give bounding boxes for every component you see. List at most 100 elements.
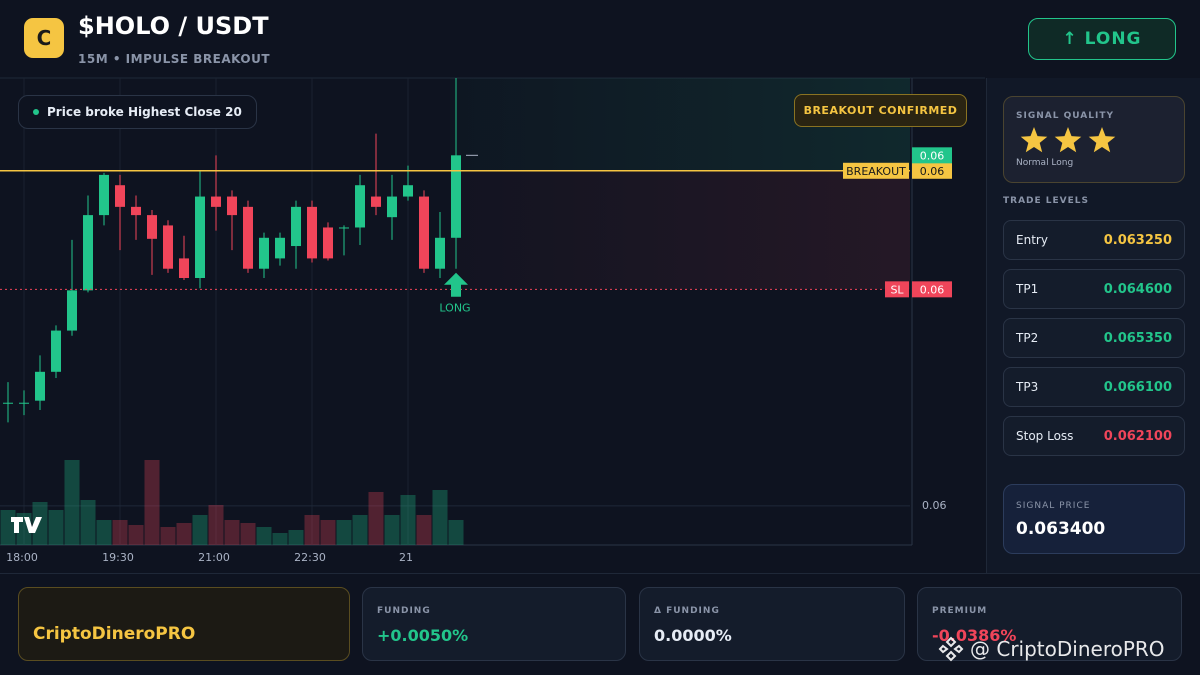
stat-label: PREMIUM	[932, 606, 988, 616]
candle-body	[323, 227, 333, 259]
candle-body	[147, 215, 157, 239]
candle-body	[403, 185, 413, 197]
volume-bar	[112, 520, 128, 545]
stat-label: FUNDING	[377, 606, 431, 616]
volume-bar	[256, 527, 272, 545]
level-row: TP2 0.065350	[1003, 318, 1185, 358]
candle-body	[67, 290, 77, 331]
volume-bar	[384, 515, 400, 545]
title: $HOLO / USDT	[78, 12, 269, 40]
long-button[interactable]: ↑ LONG	[1028, 18, 1176, 60]
volume-bar	[416, 515, 432, 545]
candle-body	[179, 258, 189, 278]
candle-body	[291, 206, 301, 247]
volume-bar	[128, 525, 144, 545]
candle-body	[195, 196, 205, 278]
price-label: 0.06	[920, 283, 945, 296]
star	[1054, 127, 1082, 153]
volume-bar	[80, 500, 96, 545]
note-box: Price broke Highest Close 20	[18, 95, 257, 129]
x-tick-label: 21	[399, 551, 413, 564]
volume-bar	[448, 520, 464, 545]
price-line-name: SL	[890, 283, 904, 296]
volume-bar	[224, 520, 240, 545]
y-tick-label: 0.06	[922, 499, 947, 512]
level-value: 0.062100	[1103, 428, 1172, 444]
chart: 18:00 19:30 21:00 22:30 21 0.06 BREAKOUT 0.06 SL…	[0, 77, 985, 564]
subtitle: 15M • IMPULSE BREAKOUT	[78, 52, 271, 66]
candle-body	[115, 185, 125, 207]
dot	[33, 109, 39, 115]
levels-title: TRADE LEVELS	[1003, 196, 1089, 206]
candle-body	[275, 237, 285, 259]
volume-bar	[176, 523, 192, 545]
volume-bar	[240, 523, 256, 545]
star	[1088, 127, 1116, 153]
volume-bar	[64, 460, 80, 545]
quality-card: SIGNAL QUALITY Normal Long	[1003, 96, 1185, 183]
signal-label: LONG	[439, 302, 470, 315]
volume-bar	[320, 520, 336, 545]
risk-zone	[450, 170, 910, 290]
price-label-box	[912, 162, 952, 179]
candle-body	[99, 174, 109, 216]
last-price-label: 0.06	[920, 149, 945, 162]
price-label: 0.06	[920, 165, 945, 178]
candle-body	[451, 155, 461, 238]
stat-value: +0.0050%	[377, 626, 469, 645]
level-value: 0.063250	[1103, 232, 1172, 248]
candle-body	[339, 227, 349, 229]
level-row: TP1 0.064600	[1003, 269, 1185, 309]
candle-body	[83, 215, 93, 291]
volume-bar	[368, 492, 384, 545]
volume-bar	[352, 515, 368, 545]
price-line-tag	[885, 281, 909, 298]
candle-body	[419, 196, 429, 269]
badge: BREAKOUT CONFIRMED	[794, 94, 967, 127]
candle-body	[131, 206, 141, 216]
volume-bar	[144, 460, 160, 545]
volume-bar	[160, 527, 176, 545]
level-name: TP3	[1016, 380, 1039, 394]
level-row: Stop Loss 0.062100	[1003, 416, 1185, 456]
stat-label: Δ FUNDING	[654, 606, 720, 616]
volume-bar	[288, 530, 304, 545]
volume-bar	[32, 502, 48, 545]
x-tick-label: 19:30	[102, 551, 134, 564]
sidebar: SIGNAL QUALITY Normal Long TRADE LEVELS …	[986, 78, 1200, 573]
watermark-icon	[938, 636, 964, 662]
signal-price-label: SIGNAL PRICE	[1016, 501, 1091, 511]
x-tick-label: 18:00	[6, 551, 38, 564]
watermark-text: @ CriptoDineroPRO	[970, 637, 1165, 661]
candle-body	[163, 225, 173, 269]
star	[1020, 127, 1048, 153]
candle-body	[435, 237, 445, 269]
volume-bar	[336, 520, 352, 545]
level-name: TP2	[1016, 331, 1039, 345]
volume-bar	[208, 505, 224, 545]
stat-value: 0.0000%	[654, 626, 732, 645]
candle-body	[51, 330, 61, 372]
note: Price broke Highest Close 20	[47, 105, 242, 119]
candle-body	[19, 402, 29, 404]
level-name: Entry	[1016, 233, 1048, 247]
candle-body	[35, 371, 45, 401]
stat-card: FUNDING +0.0050%	[362, 587, 626, 661]
level-name: TP1	[1016, 282, 1039, 296]
candle-body	[371, 196, 381, 207]
volume-bar	[192, 515, 208, 545]
level-value: 0.065350	[1103, 330, 1172, 346]
candle-body	[243, 206, 253, 269]
level-value: 0.066100	[1103, 379, 1172, 395]
volume-bar	[272, 533, 288, 545]
quality-label: SIGNAL QUALITY	[1016, 111, 1114, 121]
volume-bar	[432, 490, 448, 545]
candle-body	[259, 237, 269, 269]
price-label-box	[912, 281, 952, 298]
level-name: Stop Loss	[1016, 429, 1074, 443]
volume-bar	[96, 520, 112, 545]
brand-card: CriptoDineroPRO	[18, 587, 350, 661]
candle-body	[227, 196, 237, 216]
candle-body	[355, 185, 365, 228]
